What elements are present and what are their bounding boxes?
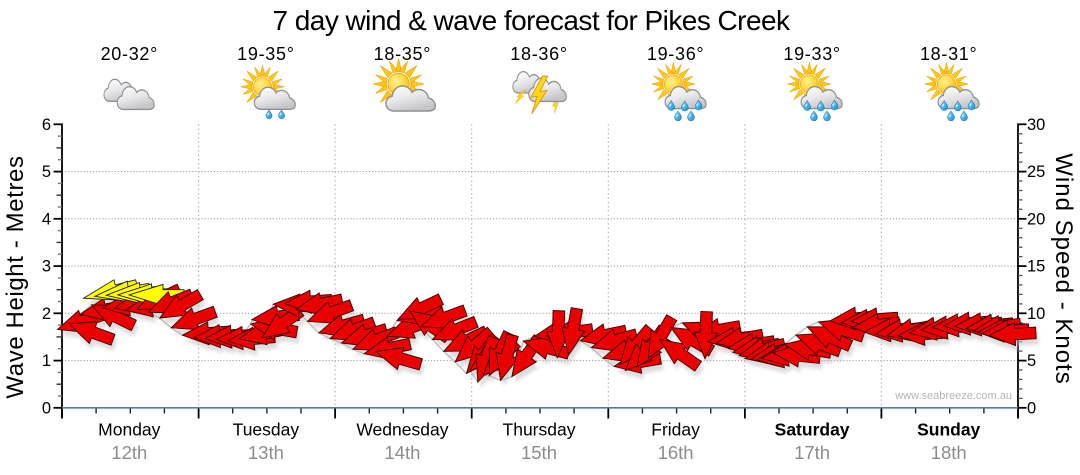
- svg-text:19-35°: 19-35°: [237, 44, 294, 64]
- svg-text:20: 20: [1027, 210, 1045, 228]
- svg-text:10: 10: [1027, 305, 1045, 323]
- svg-text:14th: 14th: [384, 442, 420, 463]
- svg-text:16th: 16th: [658, 442, 694, 463]
- svg-text:15: 15: [1027, 258, 1045, 276]
- svg-text:3: 3: [42, 258, 51, 276]
- svg-text:Sunday: Sunday: [917, 420, 980, 440]
- svg-text:1: 1: [42, 352, 51, 370]
- svg-text:Friday: Friday: [651, 420, 700, 440]
- svg-text:6: 6: [42, 116, 51, 134]
- svg-text:Saturday: Saturday: [775, 420, 850, 440]
- svg-text:Tuesday: Tuesday: [233, 420, 300, 440]
- svg-text:18-35°: 18-35°: [374, 44, 431, 64]
- svg-text:Wednesday: Wednesday: [356, 420, 448, 440]
- svg-text:18-31°: 18-31°: [920, 44, 977, 64]
- svg-text:Monday: Monday: [98, 420, 161, 440]
- svg-text:5: 5: [1027, 352, 1036, 370]
- svg-text:19-36°: 19-36°: [647, 44, 704, 64]
- svg-text:18th: 18th: [931, 442, 967, 463]
- svg-text:0: 0: [42, 399, 51, 417]
- svg-text:17th: 17th: [794, 442, 830, 463]
- svg-text:13th: 13th: [248, 442, 284, 463]
- svg-text:20-32°: 20-32°: [101, 44, 158, 64]
- svg-text:0: 0: [1027, 399, 1036, 417]
- svg-text:Wave Height - Metres: Wave Height - Metres: [2, 155, 29, 398]
- svg-text:19-33°: 19-33°: [783, 44, 840, 64]
- svg-text:7 day wind & wave forecast for: 7 day wind & wave forecast for Pikes Cre…: [273, 5, 791, 36]
- svg-text:18-36°: 18-36°: [510, 44, 567, 64]
- svg-text:30: 30: [1027, 116, 1045, 134]
- svg-text:12th: 12th: [111, 442, 147, 463]
- svg-text:5: 5: [42, 163, 51, 181]
- svg-text:4: 4: [42, 210, 51, 228]
- svg-text:15th: 15th: [521, 442, 557, 463]
- svg-text:Wind Speed - Knots: Wind Speed - Knots: [1050, 153, 1077, 384]
- svg-text:25: 25: [1027, 163, 1045, 181]
- svg-text:2: 2: [42, 305, 51, 323]
- svg-text:www.seabreeze.com.au: www.seabreeze.com.au: [894, 390, 1012, 402]
- svg-text:Thursday: Thursday: [503, 420, 576, 440]
